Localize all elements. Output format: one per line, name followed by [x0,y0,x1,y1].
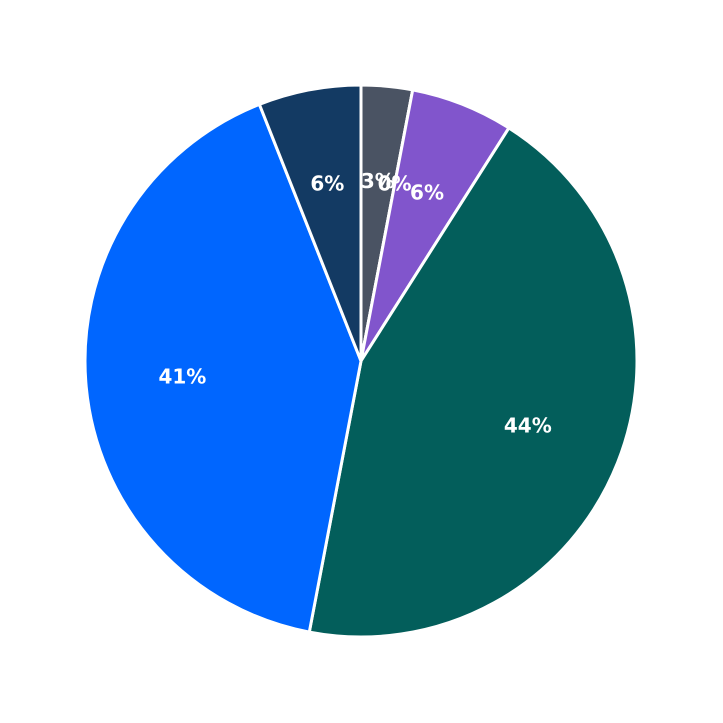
value-label: 44% [504,414,552,438]
value-label: 3% [361,169,395,193]
value-label: 6% [410,181,444,205]
pie-slice [83,102,363,634]
value-label: 41% [158,364,206,388]
pie-slice [307,126,639,639]
value-label: 6% [310,171,344,195]
value-label: 0% [378,171,412,195]
pie-slice [257,83,363,363]
